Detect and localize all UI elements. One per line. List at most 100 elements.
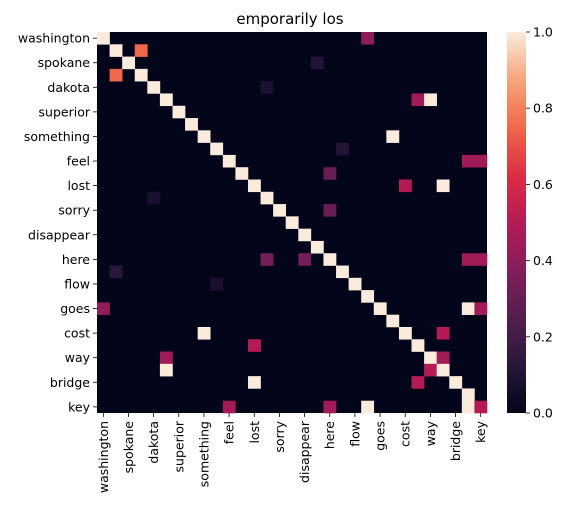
heatmap-cell [197, 326, 211, 340]
heatmap-cell [336, 142, 349, 156]
y-tick-label: way [65, 350, 91, 365]
x-tick-label: disappear [297, 420, 312, 483]
colorbar-tick-label: 0.0 [533, 406, 553, 421]
heatmap-cell [122, 56, 136, 70]
heatmap-cell [436, 326, 450, 340]
heatmap-cell [285, 216, 299, 229]
heatmap-cell [461, 400, 475, 414]
heatmap-cell [260, 191, 274, 205]
heatmap-cell [172, 105, 186, 119]
heatmap-cell [461, 388, 475, 402]
heatmap-cell [361, 400, 375, 414]
heatmap-cell [424, 351, 437, 365]
heatmap-cell [159, 351, 173, 365]
y-tick-label: goes [60, 301, 90, 316]
colorbar-tick-label: 0.2 [533, 329, 553, 344]
heatmap-cell [361, 290, 375, 303]
heatmap-cell [336, 265, 349, 279]
x-tick-label: spokane [121, 421, 136, 474]
heatmap-cell [109, 68, 123, 82]
heatmap-cell [323, 400, 337, 414]
y-tick-label: lost [67, 178, 90, 193]
heatmap-cell [436, 351, 450, 365]
x-tick-label: washington [96, 421, 111, 493]
y-tick-label: bridge [50, 375, 90, 390]
y-tick-label: disappear [28, 227, 91, 242]
x-tick-label: goes [373, 421, 388, 451]
heatmap-cell [260, 253, 274, 266]
heatmap-cell [323, 204, 337, 217]
heatmap-cell [348, 277, 362, 291]
heatmap-cell [474, 302, 488, 315]
heatmap-cell [386, 130, 400, 143]
colorbar: 0.0 0.2 0.4 0.6 0.8 1.0 [507, 25, 553, 421]
x-tick-label: feel [222, 421, 237, 444]
y-tick-label: cost [64, 326, 90, 341]
heatmap-cell [185, 118, 198, 131]
y-tick-label: key [68, 399, 90, 414]
heatmap-cell [411, 376, 425, 389]
heatmap-cell [147, 81, 161, 94]
heatmap-cell [134, 44, 148, 57]
y-tick-label: here [62, 252, 90, 267]
colorbar-tick-label: 1.0 [533, 25, 553, 40]
heatmap-cell [210, 142, 224, 156]
y-tick-label: something [24, 129, 90, 144]
chart-title: emporarily los [236, 10, 343, 28]
heatmap-cells [97, 32, 488, 414]
heatmap-cell [474, 400, 488, 414]
heatmap-cell [424, 93, 437, 107]
colorbar-tick-label: 0.8 [533, 101, 553, 116]
heatmap-cell [247, 376, 261, 389]
heatmap-cell [398, 326, 412, 340]
heatmap-cell [386, 314, 400, 328]
x-tick-labels: washington spokane dakota superior something… [96, 413, 488, 493]
heatmap-cell [461, 253, 475, 266]
y-tick-label: sorry [58, 203, 90, 218]
heatmap-cell [361, 32, 375, 45]
heatmap-cell [424, 363, 437, 377]
heatmap-cell [449, 376, 463, 389]
heatmap-cell [373, 302, 387, 315]
heatmap-cell [109, 265, 123, 279]
heatmap-cell [398, 179, 412, 193]
x-tick-label: something [196, 421, 211, 487]
heatmap-cell [159, 93, 173, 107]
y-tick-label: flow [64, 276, 90, 291]
x-tick-label: superior [171, 420, 186, 472]
heatmap-cell [197, 130, 211, 143]
x-tick-label: here [322, 421, 337, 449]
y-tick-label: feel [67, 154, 90, 169]
heatmap-cell [323, 167, 337, 180]
x-tick-label: key [473, 420, 488, 442]
y-tick-label: washington [18, 31, 90, 46]
heatmap-cell [411, 339, 425, 352]
colorbar-tick-label: 0.6 [533, 177, 553, 192]
heatmap-cell [134, 68, 148, 82]
x-tick-label: dakota [146, 421, 161, 464]
heatmap-cell [436, 363, 450, 377]
heatmap-cell [260, 81, 274, 94]
x-tick-label: lost [247, 421, 262, 444]
heatmap-cell [474, 253, 488, 266]
heatmap-cell [461, 154, 475, 168]
colorbar-gradient [507, 32, 526, 413]
heatmap-cell [247, 179, 261, 193]
x-tick-label: sorry [272, 420, 287, 452]
x-tick-label: cost [398, 421, 413, 447]
heatmap-cell [235, 167, 249, 180]
heatmap-cell [310, 240, 324, 254]
colorbar-ticks: 0.0 0.2 0.4 0.6 0.8 1.0 [526, 25, 553, 421]
x-tick-label: flow [347, 421, 362, 447]
y-tick-label: spokane [38, 55, 91, 70]
heatmap-cell [159, 363, 173, 377]
heatmap-cell [411, 93, 425, 107]
heatmap-cell [323, 253, 337, 266]
y-tick-label: dakota [47, 80, 90, 95]
heatmap-cell [461, 302, 475, 315]
heatmap-cell [109, 44, 123, 57]
heatmap-cell [210, 277, 224, 291]
heatmap-cell [474, 154, 488, 168]
heatmap-cell [147, 191, 161, 205]
